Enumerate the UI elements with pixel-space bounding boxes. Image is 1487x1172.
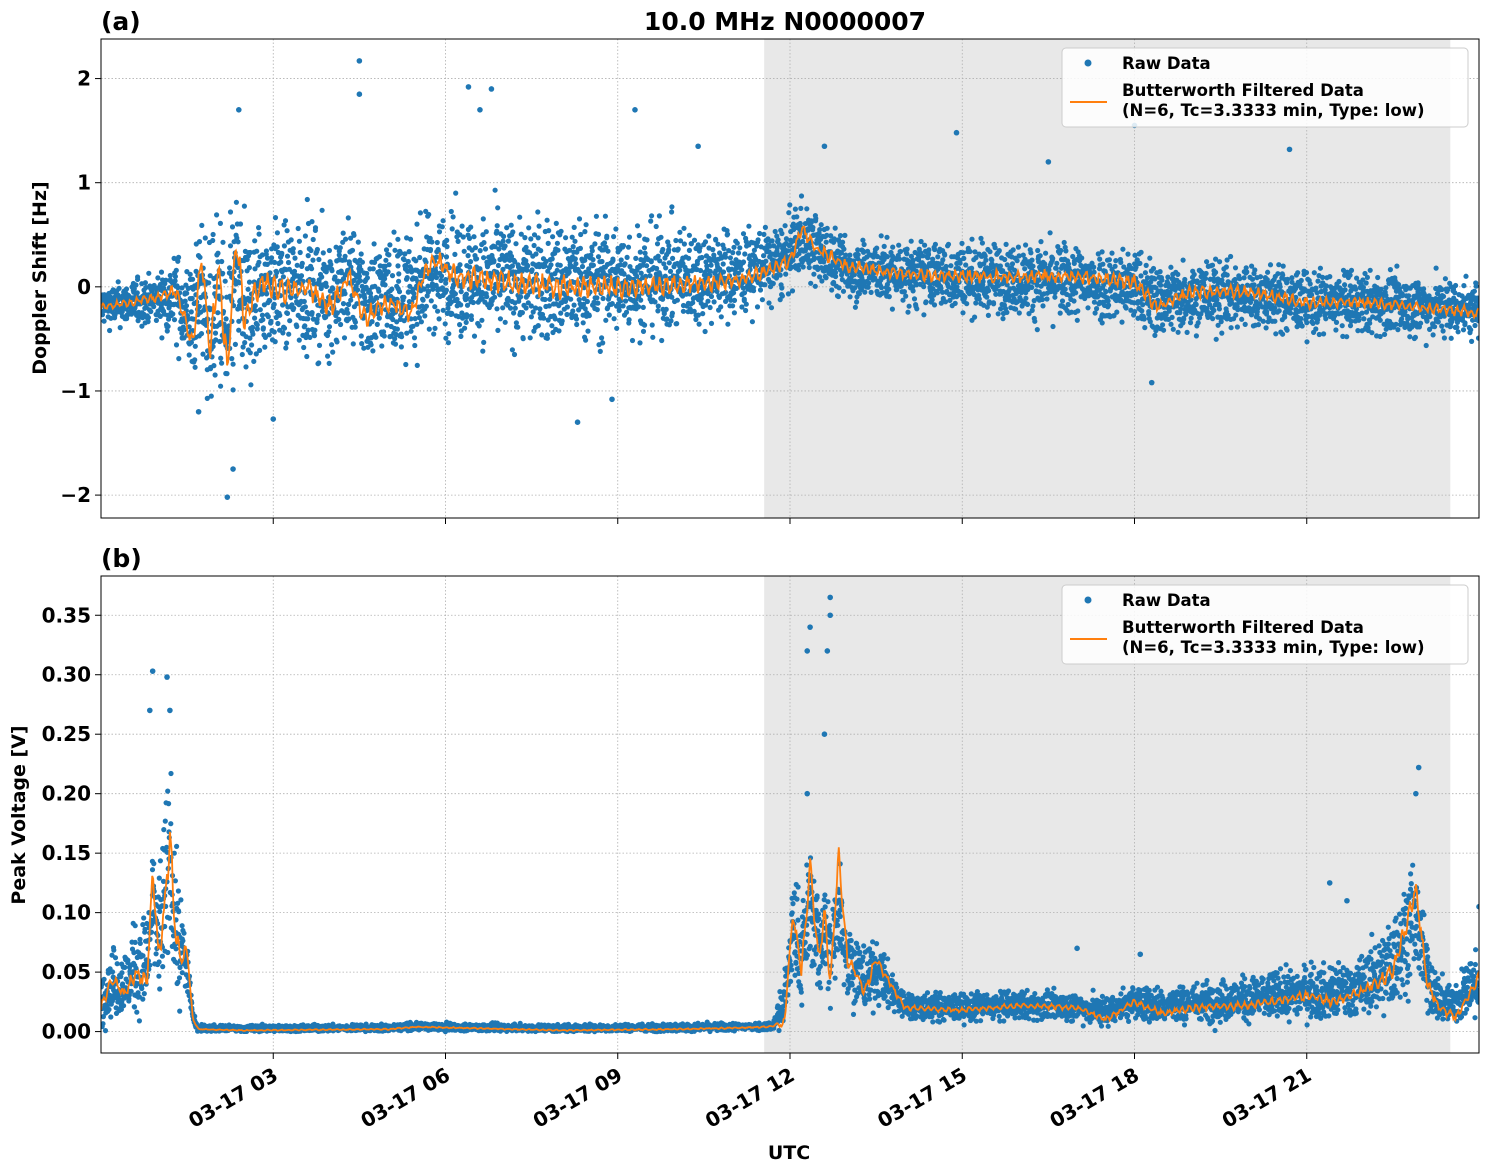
raw-outlier-b-0 <box>150 668 156 674</box>
raw-outlier-a-18 <box>270 416 276 422</box>
legend-label-filtered-b-line2: (N=6, Tc=3.3333 min, Type: low) <box>1122 638 1425 657</box>
raw-outlier-b-9 <box>804 648 810 654</box>
legend-marker-raw-b <box>1085 597 1092 604</box>
legend-a: Raw Data Butterworth Filtered Data (N=6,… <box>1062 48 1468 127</box>
raw-outlier-a-1 <box>230 466 236 472</box>
legend-b: Raw Data Butterworth Filtered Data (N=6,… <box>1062 585 1468 664</box>
legend-label-filtered-b-line1: Butterworth Filtered Data <box>1122 618 1364 637</box>
raw-outlier-a-15 <box>1149 380 1155 386</box>
raw-outlier-a-6 <box>477 107 483 113</box>
raw-outlier-b-7 <box>825 648 831 654</box>
raw-outlier-a-8 <box>632 107 638 113</box>
raw-outlier-a-5 <box>466 84 472 90</box>
y-tick-label-a-2: 0 <box>77 275 91 299</box>
raw-outlier-b-16 <box>1137 951 1143 957</box>
y-tick-label-b-5: 0.25 <box>42 722 91 746</box>
y-axis-label-a: Doppler Shift [Hz] <box>29 181 51 374</box>
y-tick-label-b-6: 0.30 <box>42 663 91 687</box>
raw-outlier-a-9 <box>695 143 701 149</box>
raw-outlier-a-14 <box>1287 147 1293 153</box>
raw-outlier-b-12 <box>1413 791 1419 797</box>
legend-marker-raw-a <box>1085 60 1092 67</box>
panel-label-a: (a) <box>101 7 141 36</box>
x-axis-label: UTC <box>768 1142 810 1164</box>
raw-outlier-a-17 <box>609 396 615 402</box>
raw-outlier-b-6 <box>827 612 833 618</box>
panel-a: −2 −1 0 1 2 (a) 10.0 MHz N0000007 Doppler Sh… <box>29 7 1481 524</box>
raw-outlier-a-16 <box>575 419 581 425</box>
y-tick-label-b-0: 0.00 <box>42 1020 91 1044</box>
raw-outlier-a-11 <box>954 130 960 136</box>
raw-outlier-b-14 <box>1344 898 1350 904</box>
raw-outlier-b-8 <box>822 731 828 737</box>
raw-outlier-b-2 <box>167 708 173 714</box>
y-axis-label-b: Peak Voltage [V] <box>8 725 30 904</box>
raw-outlier-a-3 <box>357 91 363 97</box>
y-tick-label-b-3: 0.15 <box>42 841 91 865</box>
raw-outlier-b-1 <box>164 674 170 680</box>
y-tick-label-b-7: 0.35 <box>42 603 91 627</box>
raw-outlier-a-0 <box>225 494 231 500</box>
raw-outlier-a-19 <box>196 409 202 415</box>
raw-outlier-b-10 <box>804 791 810 797</box>
panel-label-b: (b) <box>101 544 142 573</box>
legend-label-filtered-a-line2: (N=6, Tc=3.3333 min, Type: low) <box>1122 101 1425 120</box>
raw-outlier-a-2 <box>357 58 363 64</box>
raw-outlier-b-5 <box>827 595 833 601</box>
legend-label-raw-b: Raw Data <box>1122 591 1211 610</box>
y-tick-label-a-4: 2 <box>77 67 91 91</box>
raw-outlier-a-4 <box>236 107 242 113</box>
raw-outlier-b-13 <box>1327 880 1333 886</box>
y-tick-label-b-4: 0.20 <box>42 782 91 806</box>
y-tick-label-b-2: 0.10 <box>42 901 91 925</box>
raw-outlier-b-4 <box>807 624 813 630</box>
raw-outlier-b-15 <box>1074 946 1080 952</box>
raw-outlier-a-12 <box>1046 159 1052 165</box>
y-tick-label-a-3: 1 <box>77 171 91 195</box>
y-tick-label-a-1: −1 <box>60 379 91 403</box>
y-tick-label-a-0: −2 <box>60 483 91 507</box>
chart-title: 10.0 MHz N0000007 <box>644 7 926 36</box>
raw-outlier-b-11 <box>1416 765 1422 771</box>
y-tick-label-b-1: 0.05 <box>42 960 91 984</box>
raw-outlier-a-10 <box>822 143 828 149</box>
legend-label-filtered-a-line1: Butterworth Filtered Data <box>1122 81 1364 100</box>
raw-outlier-b-3 <box>147 708 153 714</box>
legend-label-raw-a: Raw Data <box>1122 54 1211 73</box>
raw-outlier-a-7 <box>489 86 495 92</box>
